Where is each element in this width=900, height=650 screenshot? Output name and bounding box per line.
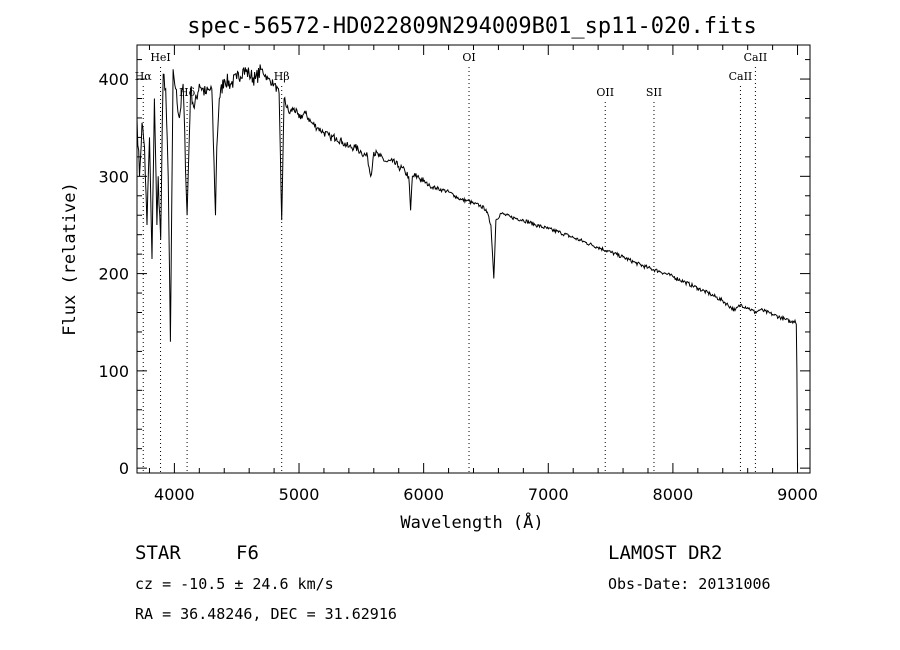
spectral-line-label: CaII [729,70,753,83]
object-subclass: F6 [236,542,259,564]
x-tick-label: 5000 [279,485,320,504]
obs-date: Obs-Date: 20131006 [608,575,771,593]
y-tick-label: 100 [98,362,129,381]
object-class: STAR [135,542,181,564]
x-axis-label: Wavelength (Å) [400,511,543,533]
x-tick-label: 6000 [403,485,444,504]
x-tick-label: 4000 [154,485,195,504]
x-axis-ticks: 4000 5000 6000 7000 8000 9000 [148,45,818,504]
x-tick-label: 8000 [653,485,694,504]
plot-frame [136,44,811,474]
spectral-line-label: SII [646,86,662,99]
x-tick-label: 9000 [777,485,818,504]
spectral-line-label: HeI [150,51,170,64]
spectral-line-label: OI [462,51,475,64]
y-axis-label: Flux (relative) [60,182,80,336]
spectral-line-label: Hβ [274,70,290,83]
y-axis-ticks: 0 100 200 300 400 [98,59,810,478]
x-tick-label: 7000 [528,485,569,504]
y-tick-label: 300 [98,167,129,186]
spectral-line-label: Hα [135,70,153,83]
y-tick-label: 200 [98,265,129,284]
spectral-line-label: OII [596,86,614,99]
chart-title: spec-56572-HD022809N294009B01_sp11-020.f… [187,14,757,39]
survey-name: LAMOST DR2 [608,542,722,564]
redshift-text: cz = -10.5 ± 24.6 km/s [135,575,334,593]
y-tick-label: 0 [119,459,129,478]
spectral-line-label: CaII [744,51,768,64]
y-tick-label: 400 [98,70,129,89]
coordinates: RA = 36.48246, DEC = 31.62916 [135,605,397,623]
spectrum-series-line [136,64,798,469]
